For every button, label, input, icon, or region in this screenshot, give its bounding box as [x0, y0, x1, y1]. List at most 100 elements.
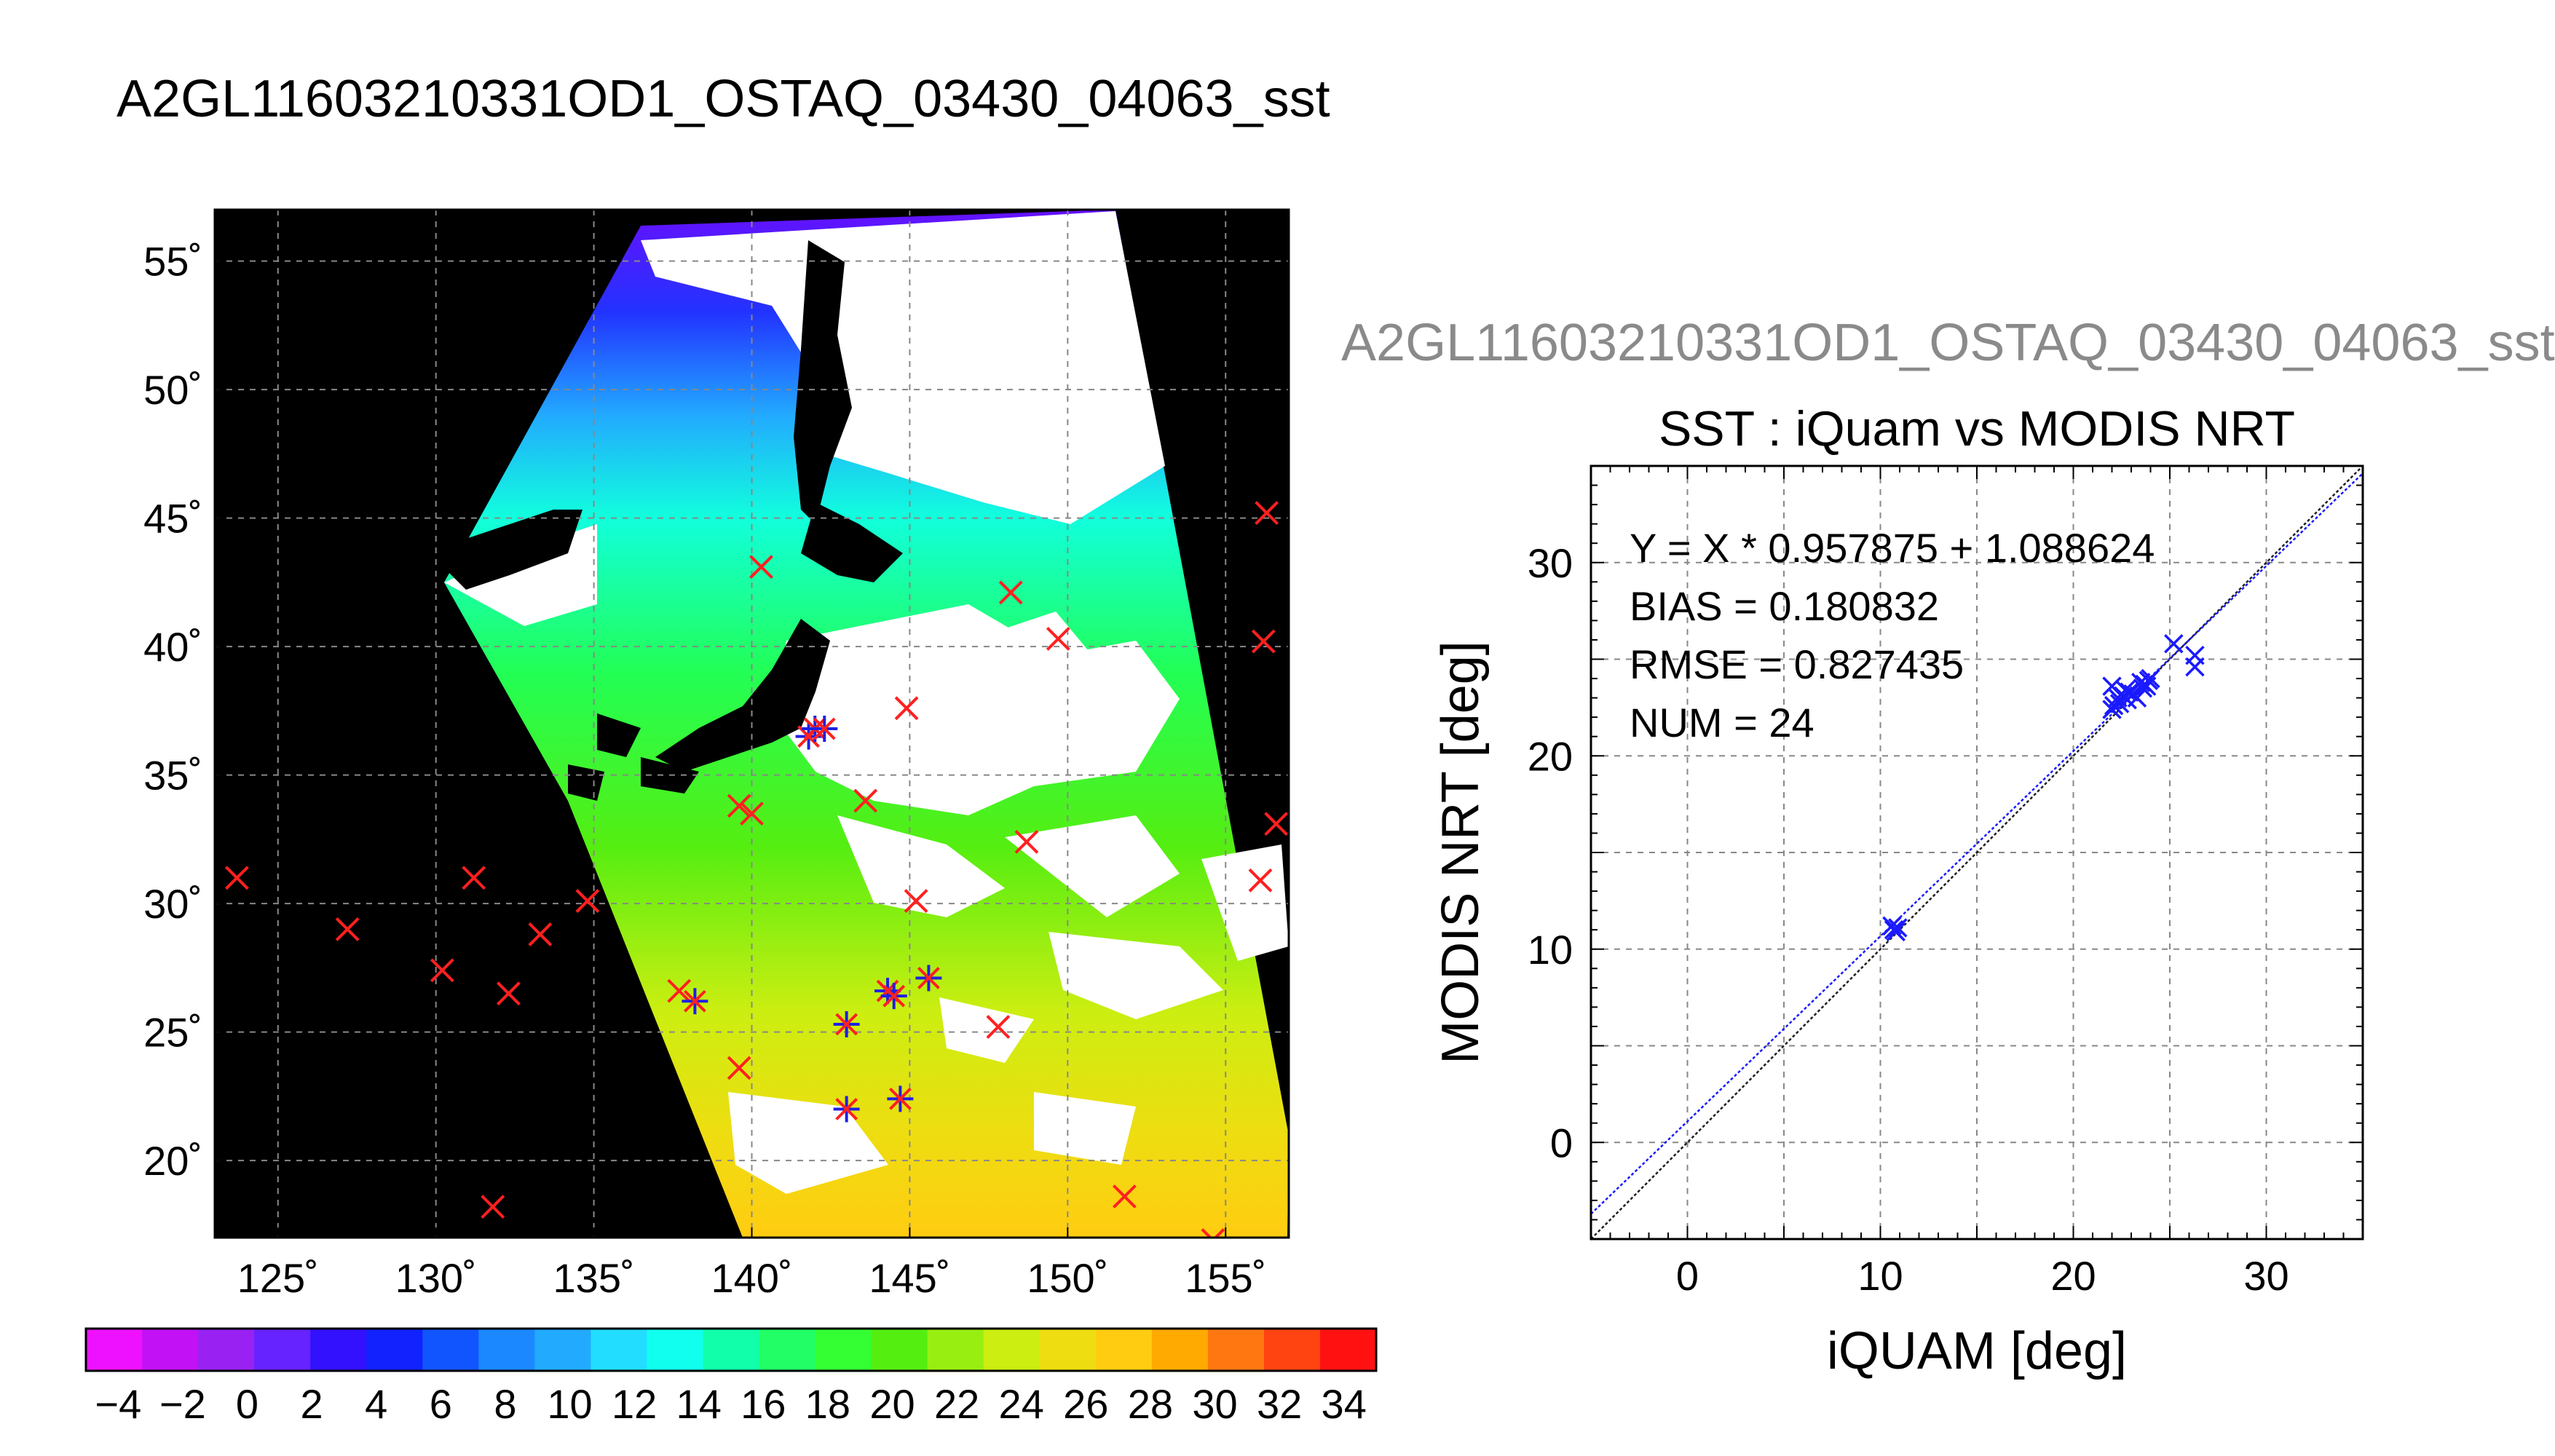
map-grid: [215, 210, 1289, 1238]
marker-stroke: [667, 978, 692, 1003]
colorbar-tick-label: 12: [612, 1381, 657, 1427]
scatter-x-tick-label: 10: [1857, 1253, 1903, 1299]
marker-stroke: [888, 1087, 912, 1110]
colorbar-tick-label: 2: [301, 1381, 323, 1427]
scatter-point: [2164, 634, 2184, 654]
colorbar-tick-label: 10: [547, 1381, 592, 1427]
colorbar-segment: [1039, 1329, 1097, 1371]
map-lon-tick-label: 130˚: [395, 1255, 477, 1301]
scatter-point: [2136, 676, 2157, 696]
marker-stroke: [683, 989, 706, 1013]
matchup-marker-red: [740, 802, 764, 826]
matchup-marker-red: [727, 1056, 751, 1080]
matchup-marker-red: [335, 917, 360, 941]
matchup-marker-red: [986, 1015, 1011, 1039]
marker-stroke: [835, 1013, 858, 1036]
scatter-point: [2109, 694, 2130, 713]
marker-stroke: [224, 866, 249, 890]
colorbar-tick-label: 0: [236, 1381, 258, 1427]
scatter-point: [2120, 682, 2139, 702]
scatter-grid: [1591, 466, 2363, 1239]
matchup-marker-used: [887, 1085, 914, 1112]
matchup-marker-used: [915, 965, 942, 992]
marker-stroke: [481, 1195, 505, 1219]
map-lat-tick-label: 45˚: [143, 496, 202, 542]
map-lon-tick-label: 145˚: [869, 1255, 950, 1301]
marker-stroke: [575, 889, 600, 913]
scatter-minor-ticks: [1590, 465, 2364, 1240]
colorbar-segment: [534, 1329, 591, 1371]
marker-stroke: [1201, 1228, 1213, 1238]
colorbar-segment: [1207, 1329, 1265, 1371]
marker-stroke: [2136, 676, 2157, 696]
colorbar-tick-label: 24: [999, 1381, 1044, 1427]
map-lon-tick-labels: 125˚ 130˚ 135˚ 140˚ 145˚ 150˚ 155˚: [237, 1255, 1267, 1301]
matchup-marker-red: [1112, 1184, 1137, 1208]
colorbar-tick-label: 22: [934, 1381, 979, 1427]
marker-stroke: [2102, 700, 2122, 719]
scatter-x-tick-labels: 0 10 20 30: [1676, 1253, 2289, 1299]
colorbar-tick-label: −4: [95, 1381, 141, 1427]
scatter-y-tick-label: 0: [1550, 1120, 1573, 1166]
identity-line: [1591, 466, 2363, 1239]
matchup-marker-red: [749, 555, 773, 579]
marker-stroke: [1251, 629, 1276, 654]
marker-stroke: [894, 696, 919, 721]
marker-stroke: [2185, 657, 2205, 677]
scatter-point: [2102, 676, 2122, 696]
marker-stroke: [2133, 678, 2153, 698]
scatter-y-tick-label: 20: [1528, 733, 1573, 779]
colorbar-tick-labels: −4 −2 0 2 4 6 8 10 12 14 16 18 20 22 24 26 28 30 32 34: [95, 1381, 1366, 1427]
marker-stroke: [528, 922, 553, 946]
colorbar-segment: [927, 1329, 984, 1371]
scatter-points: [1882, 634, 2205, 942]
marker-stroke: [835, 1098, 858, 1120]
matchup-marker-red: [667, 978, 692, 1003]
scatter-x-axis-label: iQUAM [deg]: [1827, 1322, 2127, 1380]
colorbar-tick-label: 14: [676, 1381, 722, 1427]
map-matchups-used: [682, 716, 942, 1123]
map-lat-tick-label: 30˚: [143, 881, 202, 927]
marker-stroke: [2102, 676, 2122, 696]
scatter-y-tick-labels: 0 10 20 30: [1528, 540, 1573, 1166]
scatter-point: [2185, 657, 2205, 677]
marker-stroke: [1888, 918, 1908, 938]
map-lat-tick-label: 35˚: [143, 753, 202, 799]
colorbar-tick-label: 20: [869, 1381, 915, 1427]
cloud-mask: [444, 211, 1289, 1194]
scatter-y-axis-label: MODIS NRT [deg]: [1431, 641, 1490, 1064]
sst-map-panel: 20˚ 25˚ 30˚ 35˚ 40˚ 45˚ 50˚ 55˚ 125˚ 130˚ 135˚ 140…: [143, 208, 1290, 1301]
marker-stroke: [1112, 1184, 1137, 1208]
stat-fit-equation: Y = X * 0.957875 + 1.088624: [1630, 525, 2155, 571]
colorbar-tick-label: 30: [1192, 1381, 1237, 1427]
matchup-marker-red: [224, 866, 249, 890]
marker-stroke: [1248, 868, 1273, 893]
colorbar: −4 −2 0 2 4 6 8 10 12 14 16 18 20 22 24 26 28 30 32 34: [84, 1327, 1378, 1427]
stat-rmse: RMSE = 0.827435: [1630, 641, 1964, 687]
scatter-y-tick-label: 30: [1528, 540, 1573, 586]
colorbar-segment: [591, 1329, 647, 1371]
marker-stroke: [2115, 680, 2136, 700]
matchup-marker-red: [998, 580, 1023, 605]
colorbar-segment: [142, 1329, 199, 1371]
colorbar-frame: [84, 1327, 1378, 1372]
colorbar-segment: [703, 1329, 760, 1371]
marker-stroke: [1213, 1228, 1225, 1238]
marker-stroke: [727, 1056, 751, 1080]
marker-stroke: [1264, 812, 1289, 836]
marker-stroke: [2164, 634, 2184, 654]
map-tick-marks: [215, 260, 1227, 1238]
matchup-marker-red: [904, 889, 928, 913]
marker-stroke: [917, 967, 940, 989]
marker-stroke: [740, 802, 764, 826]
map-lat-tick-label: 25˚: [143, 1010, 202, 1056]
colorbar-segment: [1263, 1329, 1321, 1371]
colorbar-tick-label: 32: [1257, 1381, 1302, 1427]
colorbar-tick-label: 34: [1322, 1381, 1367, 1427]
matchup-marker-used: [833, 1011, 860, 1038]
colorbar-segment: [1319, 1329, 1377, 1371]
colorbar-segment: [86, 1329, 143, 1371]
marker-stroke: [986, 1015, 1011, 1039]
colorbar-segment: [983, 1329, 1040, 1371]
